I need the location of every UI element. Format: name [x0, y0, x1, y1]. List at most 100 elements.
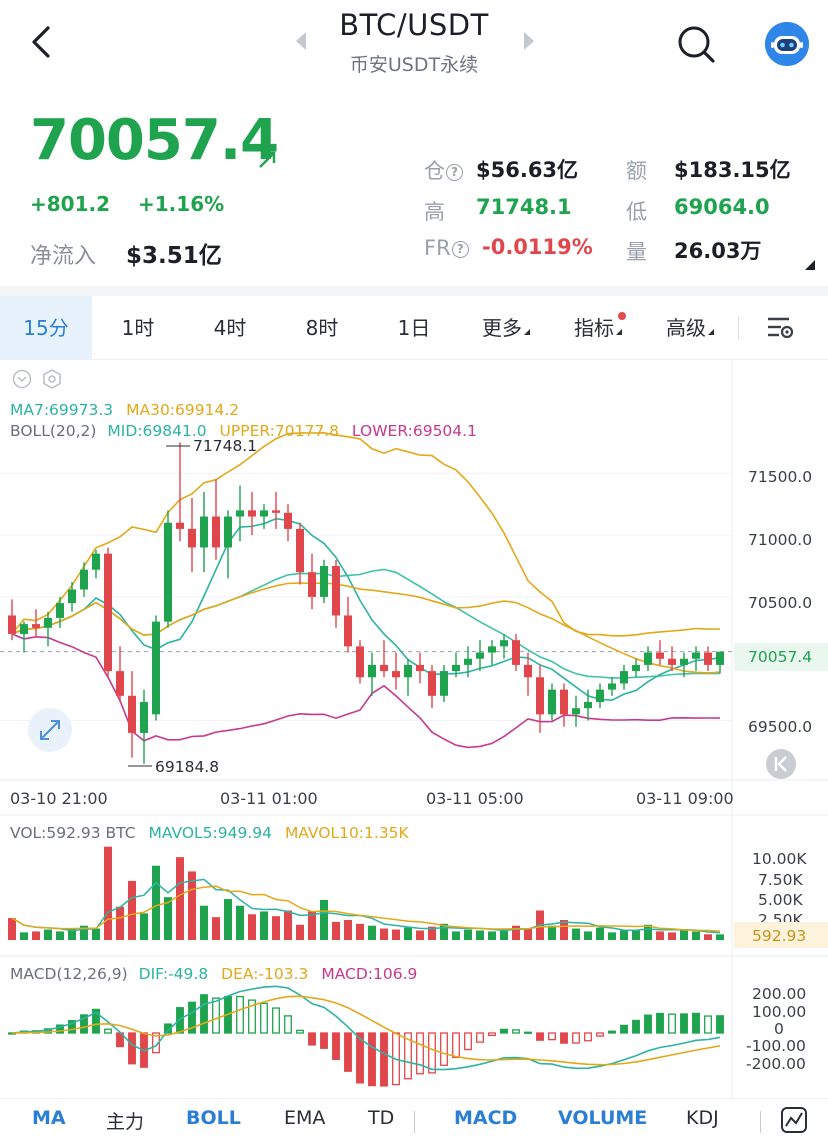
macd-histogram-bar [416, 1032, 424, 1075]
macd-histogram-bar [308, 1032, 316, 1046]
candle-body [116, 671, 124, 696]
candle-body [656, 652, 664, 659]
avatar[interactable] [765, 22, 809, 66]
macd-histogram-bar [344, 1032, 352, 1072]
macd-histogram-bar [68, 1020, 76, 1034]
tab-8h[interactable]: 8时 [305, 316, 339, 340]
candle-body [476, 652, 484, 659]
fullscreen-button[interactable] [28, 708, 72, 752]
volume-bar [440, 923, 448, 940]
mavol10-legend: MAVOL10:1.35K [285, 824, 410, 842]
indicator-kdj[interactable]: KDJ [686, 1107, 719, 1129]
candle-body [608, 683, 616, 690]
candle-body [488, 646, 496, 653]
ma30-line [11, 582, 721, 674]
volume-bar [20, 932, 28, 940]
indicator-settings-icon[interactable] [43, 369, 61, 389]
macd-histogram-bar [500, 1028, 508, 1034]
indicator-volume[interactable]: VOLUME [558, 1107, 648, 1129]
ma-legend: MA7:69973.3 MA30:69914.2 [10, 401, 239, 419]
price-change-pct: +1.16% [138, 192, 225, 216]
chart-settings-icon[interactable] [765, 314, 795, 342]
macd-histogram-bar [596, 1032, 604, 1037]
prev-pair-icon[interactable] [294, 30, 308, 52]
scroll-latest-button[interactable] [766, 749, 796, 779]
ma30-legend: MA30:69914.2 [126, 401, 239, 419]
volume-bar [200, 905, 208, 940]
candle-body [188, 528, 196, 548]
collapse-legend-icon[interactable] [12, 369, 32, 389]
tab-more[interactable]: 更多 [460, 296, 552, 360]
indicator-bar: MA 主力 BOLL EMA TD MACD VOLUME KDJ [0, 1098, 828, 1143]
search-icon[interactable] [674, 22, 718, 66]
volume-bar [164, 897, 172, 940]
amount-label: 额 [626, 159, 647, 183]
tab-indicators[interactable]: 指标 [552, 296, 644, 360]
kline-chart[interactable]: MA7:69973.3 MA30:69914.2 BOLL(20,2) MID:… [0, 360, 828, 1098]
candle-body [152, 621, 160, 715]
indicator-ma[interactable]: MA [32, 1107, 66, 1129]
macd-histogram-bar [488, 1032, 496, 1037]
indicator-separator [760, 1111, 761, 1133]
macd-tick: -200.00 [746, 1055, 806, 1073]
indicator-boll[interactable]: BOLL [186, 1107, 241, 1129]
tab-4h[interactable]: 4时 [213, 316, 247, 340]
chart-type-icon[interactable] [780, 1105, 808, 1135]
volume-bar [116, 906, 124, 940]
volume-legend: VOL:592.93 BTC MAVOL5:949.94 MAVOL10:1.3… [10, 824, 410, 842]
section-divider [0, 286, 828, 296]
low-value: 69064.0 [674, 195, 770, 219]
macd-histogram-bar [548, 1032, 556, 1041]
tab-1h[interactable]: 1时 [121, 316, 155, 340]
header: BTC/USDT 币安USDT永续 [0, 0, 828, 92]
volume-bar [644, 924, 652, 940]
volume-bar [428, 926, 436, 940]
pair-title[interactable]: BTC/USDT [339, 8, 489, 42]
netflow-label: 净流入 [30, 244, 97, 269]
timeframe-bar: 15分 1时 4时 8时 1日 更多 指标 高级 [0, 296, 828, 360]
macd-tick: -100.00 [746, 1037, 806, 1055]
volume-bar [404, 927, 412, 940]
volume-last-tag-text: 592.93 [752, 927, 806, 945]
funding-rate-label[interactable]: FR? [424, 236, 469, 260]
macd-histogram-bar [188, 1001, 196, 1034]
volume-bar [584, 931, 592, 940]
boll-lower-legend: LOWER:69504.1 [352, 422, 477, 440]
macd-histogram-bar [284, 1015, 292, 1034]
indicator-macd[interactable]: MACD [454, 1107, 518, 1129]
candle-body [512, 640, 520, 665]
help-icon[interactable]: ? [451, 241, 469, 258]
macd-histogram-bar [524, 1031, 532, 1034]
expand-stats-icon[interactable] [805, 260, 815, 270]
tab-advanced[interactable]: 高级 [644, 296, 736, 360]
volume-bar [212, 917, 220, 940]
open-interest-label[interactable]: 仓? [424, 155, 463, 185]
candle-body [668, 658, 676, 665]
candle-body [416, 664, 424, 672]
help-icon[interactable]: ? [446, 164, 463, 181]
macd-histogram-bar [572, 1032, 580, 1044]
volume-bar [692, 931, 700, 940]
volume-bar [56, 931, 64, 940]
up-right-arrow-icon [259, 151, 276, 168]
macd-histogram-bar [380, 1032, 388, 1087]
volume-bar [284, 910, 292, 940]
macd-legend: MACD(12,26,9) DIF:-49.8 DEA:-103.3 MACD:… [10, 965, 417, 983]
dropdown-icon [524, 329, 530, 335]
candle-body [500, 640, 508, 647]
tab-1d[interactable]: 1日 [397, 316, 431, 340]
indicator-ema[interactable]: EMA [284, 1107, 326, 1129]
candle-body [212, 516, 220, 548]
volume-bar [140, 913, 148, 940]
macd-tick: 100.00 [752, 1003, 806, 1021]
indicator-main-force[interactable]: 主力 [106, 1111, 145, 1133]
indicator-td[interactable]: TD [368, 1107, 395, 1129]
mavol10-line [11, 885, 721, 932]
macd-histogram-bar [644, 1014, 652, 1034]
back-arrow-icon[interactable] [22, 22, 62, 62]
next-pair-icon[interactable] [522, 30, 536, 52]
volume-bar [344, 920, 352, 940]
macd-histogram-bar [236, 995, 244, 1034]
candle-body [596, 689, 604, 702]
tab-15m[interactable]: 15分 [0, 296, 92, 360]
